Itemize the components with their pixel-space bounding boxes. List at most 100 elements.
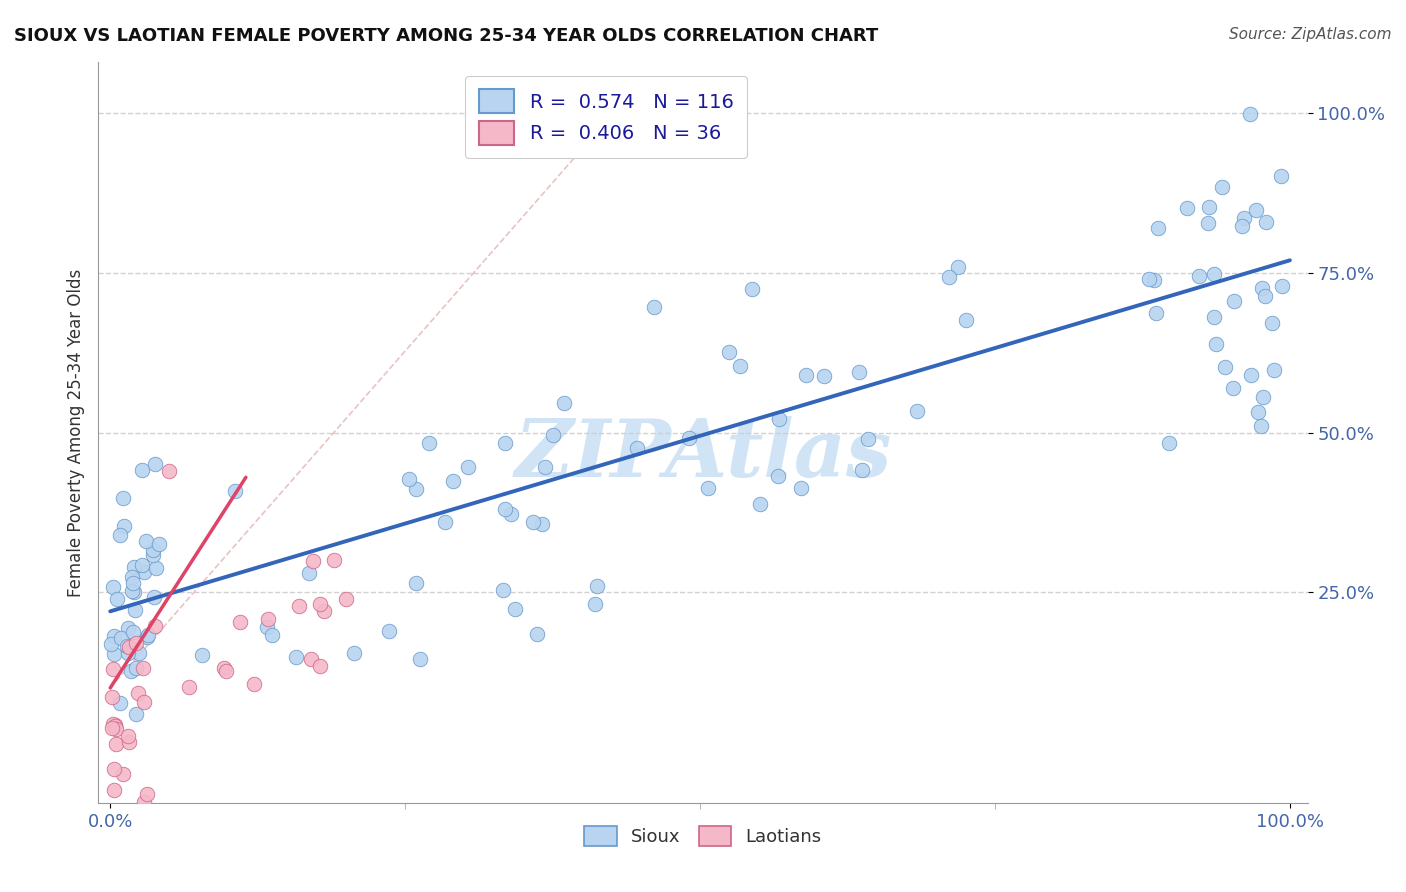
- Point: [117, 729, 139, 743]
- Point: [813, 368, 835, 383]
- Point: [1188, 269, 1211, 284]
- Point: [103, 717, 125, 731]
- Point: [256, 612, 278, 626]
- Point: [1147, 220, 1170, 235]
- Point: [121, 625, 143, 640]
- Point: [214, 664, 236, 678]
- Point: [1270, 169, 1292, 183]
- Point: [1240, 368, 1263, 382]
- Point: [1233, 211, 1256, 225]
- Point: [142, 548, 165, 562]
- Point: [768, 412, 790, 426]
- Point: [143, 619, 166, 633]
- Point: [405, 575, 427, 590]
- Point: [905, 404, 928, 418]
- Point: [697, 481, 720, 495]
- Point: [314, 604, 336, 618]
- Point: [143, 457, 166, 471]
- Point: [120, 665, 142, 679]
- Point: [135, 787, 157, 801]
- Point: [418, 435, 440, 450]
- Point: [955, 313, 977, 327]
- Point: [124, 707, 146, 722]
- Point: [796, 368, 818, 382]
- Point: [103, 782, 125, 797]
- Point: [1250, 281, 1272, 295]
- Point: [287, 599, 309, 614]
- Point: [322, 552, 344, 566]
- Point: [1143, 273, 1166, 287]
- Point: [101, 690, 124, 704]
- Point: [503, 601, 526, 615]
- Point: [127, 686, 149, 700]
- Point: [848, 365, 870, 379]
- Point: [103, 647, 125, 661]
- Point: [145, 560, 167, 574]
- Point: [103, 762, 125, 776]
- Point: [492, 582, 515, 597]
- Point: [343, 646, 366, 660]
- Point: [177, 680, 200, 694]
- Point: [1177, 201, 1199, 215]
- Point: [1202, 267, 1225, 281]
- Point: [212, 660, 235, 674]
- Point: [678, 431, 700, 445]
- Point: [1271, 278, 1294, 293]
- Point: [1144, 306, 1167, 320]
- Point: [118, 735, 141, 749]
- Point: [105, 737, 128, 751]
- Point: [748, 497, 770, 511]
- Point: [1223, 294, 1246, 309]
- Point: [1250, 419, 1272, 434]
- Point: [124, 603, 146, 617]
- Point: [297, 566, 319, 581]
- Point: [104, 719, 127, 733]
- Point: [136, 630, 159, 644]
- Legend: Sioux, Laotians: Sioux, Laotians: [576, 819, 830, 853]
- Point: [125, 661, 148, 675]
- Point: [718, 345, 741, 359]
- Point: [108, 527, 131, 541]
- Point: [122, 575, 145, 590]
- Point: [117, 639, 139, 653]
- Point: [135, 533, 157, 548]
- Point: [111, 491, 134, 506]
- Point: [148, 536, 170, 550]
- Point: [134, 795, 156, 809]
- Point: [131, 463, 153, 477]
- Point: [1159, 435, 1181, 450]
- Point: [117, 621, 139, 635]
- Point: [405, 482, 427, 496]
- Point: [643, 300, 665, 314]
- Point: [117, 646, 139, 660]
- Point: [335, 591, 357, 606]
- Point: [256, 620, 278, 634]
- Point: [377, 624, 399, 638]
- Point: [1137, 272, 1160, 286]
- Point: [101, 722, 124, 736]
- Point: [530, 516, 553, 531]
- Y-axis label: Female Poverty Among 25-34 Year Olds: Female Poverty Among 25-34 Year Olds: [66, 268, 84, 597]
- Text: Source: ZipAtlas.com: Source: ZipAtlas.com: [1229, 27, 1392, 42]
- Point: [1244, 202, 1267, 217]
- Point: [946, 260, 969, 274]
- Point: [136, 628, 159, 642]
- Point: [526, 627, 548, 641]
- Point: [1205, 337, 1227, 351]
- Point: [103, 581, 125, 595]
- Point: [132, 661, 155, 675]
- Point: [142, 542, 165, 557]
- Point: [143, 590, 166, 604]
- Point: [100, 637, 122, 651]
- Point: [851, 462, 873, 476]
- Point: [1230, 219, 1253, 233]
- Point: [260, 628, 283, 642]
- Point: [121, 570, 143, 584]
- Point: [534, 460, 557, 475]
- Point: [1253, 288, 1275, 302]
- Point: [741, 282, 763, 296]
- Point: [457, 460, 479, 475]
- Point: [105, 592, 128, 607]
- Point: [1261, 316, 1284, 330]
- Point: [1213, 359, 1236, 374]
